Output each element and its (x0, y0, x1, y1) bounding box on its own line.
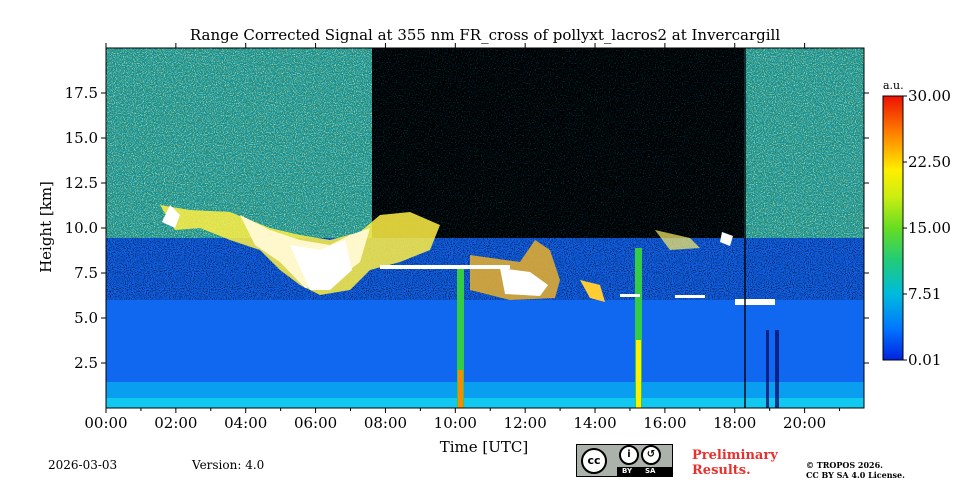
sa-share-icon: ↺ (641, 445, 661, 465)
colorbar-tick-label: 0.01 (908, 351, 942, 369)
x-tick-label: 06:00 (293, 414, 338, 432)
x-tick-label: 04:00 (224, 414, 268, 432)
license-line1: © TROPOS 2026. (806, 460, 883, 470)
x-tick-label: 18:00 (713, 414, 757, 432)
cc-sa-label: SA (645, 467, 656, 475)
y-tick-label: 7.5 (74, 264, 98, 282)
colorbar-tick-label: 15.00 (908, 219, 951, 238)
colorbar-unit: a.u. (883, 79, 904, 92)
precip-streak-1500 (635, 248, 642, 408)
colorbar-tick-label: 22.50 (908, 153, 951, 172)
y-tick-label: 2.5 (74, 354, 98, 372)
license-line2: CC BY SA 4.0 License. (806, 470, 905, 480)
x-tick-label: 14:00 (573, 414, 617, 432)
cc-strip: BY SA (617, 467, 672, 476)
x-tick-label: 10:00 (433, 414, 477, 432)
colorbar (882, 95, 904, 361)
x-tick-label: 08:00 (363, 414, 408, 432)
precip-streak-1000 (457, 268, 464, 408)
footer-version: Version: 4.0 (192, 458, 265, 472)
x-axis-ticks (105, 43, 841, 413)
y-tick-label: 10.0 (64, 219, 98, 237)
x-tick-label: 12:00 (503, 414, 547, 432)
cc-by-label: BY (622, 467, 633, 475)
x-tick-label: 02:00 (154, 414, 198, 432)
y-tick-label: 15.0 (64, 129, 98, 147)
preliminary-line2: Results. (692, 463, 751, 478)
x-tick-label: 16:00 (643, 414, 687, 432)
thin-cloud-line (380, 265, 510, 269)
x-tick-label: 00:00 (84, 414, 128, 432)
cloud-layers (160, 205, 775, 305)
chart-title: Range Corrected Signal at 355 nm FR_cros… (189, 26, 781, 44)
y-tick-label: 17.5 (64, 84, 98, 102)
colorbar-tick-label: 7.51 (908, 284, 942, 303)
by-person-icon: i (619, 445, 639, 465)
license-text: © TROPOS 2026. CC BY SA 4.0 License. (806, 460, 905, 480)
colorbar-ticks (903, 95, 907, 361)
low-cloud-line (735, 299, 775, 305)
x-tick-label: 20:00 (782, 414, 827, 432)
footer-date: 2026-03-03 (48, 458, 118, 472)
preliminary-line1: Preliminary (692, 448, 778, 463)
cc-icon: cc (581, 448, 607, 474)
y-tick-label: 5.0 (74, 309, 98, 327)
y-tick-label: 12.5 (64, 174, 98, 192)
x-axis-label: Time [UTC] (439, 438, 529, 456)
plot-area (106, 48, 864, 408)
y-axis-ticks (101, 92, 869, 364)
colorbar-tick-label: 30.00 (908, 87, 951, 105)
preliminary-notice: Preliminary Results. (692, 448, 778, 478)
cc-license-badge[interactable]: cc i ↺ BY SA (576, 444, 673, 477)
